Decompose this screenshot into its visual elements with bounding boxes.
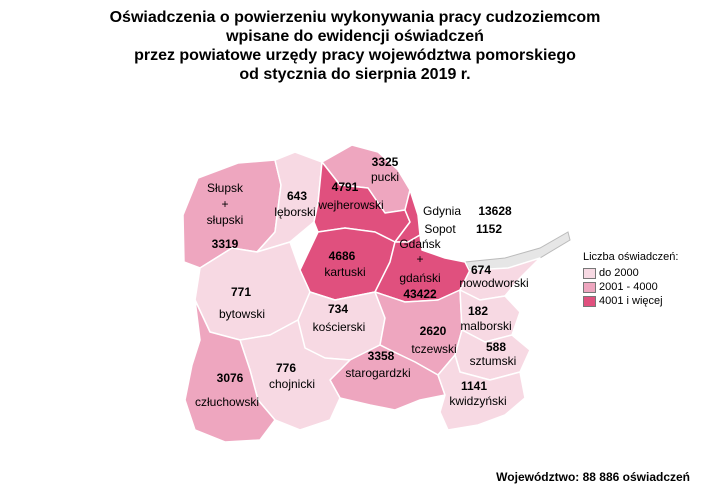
label-pucki-name: pucki: [371, 170, 399, 184]
label-sztumski-value: 588: [486, 340, 506, 354]
label-gdansk-plus: +: [416, 252, 423, 266]
label-nowodworski-value: 674: [471, 263, 491, 277]
label-starogardzki-name: starogardzki: [345, 366, 410, 380]
map-labels: Słupsk + słupski 3319 643 lęborski 3325 …: [195, 155, 529, 409]
legend-item-high: 4001 i więcej: [583, 294, 678, 308]
label-bytowski-name: bytowski: [219, 307, 265, 321]
label-malborski-value: 182: [468, 304, 488, 318]
label-kwidzynski-value: 1141: [461, 379, 487, 393]
title-line-4: od stycznia do sierpnia 2019 r.: [239, 66, 471, 83]
label-wejherowski-value: 4791: [332, 180, 359, 194]
label-malborski-name: malborski: [460, 319, 511, 333]
label-czluchowski-value: 3076: [217, 371, 244, 385]
label-koscierski-value: 734: [328, 302, 348, 316]
label-leborski-name: lęborski: [274, 205, 315, 219]
label-slupsk-plus: +: [221, 197, 228, 211]
label-nowodworski-name: nowodworski: [459, 276, 528, 290]
label-wejherowski-name: wejherowski: [317, 198, 383, 212]
label-pucki-value: 3325: [372, 155, 399, 169]
legend-label-high: 4001 i więcej: [599, 294, 663, 307]
label-koscierski-name: kościerski: [313, 320, 366, 334]
label-tczewski-value: 2620: [420, 324, 447, 338]
label-gdansk-name2: gdański: [399, 271, 440, 285]
legend: Liczba oświadczeń: do 2000 2001 - 4000 4…: [583, 250, 678, 308]
legend-swatch-mid: [583, 281, 596, 293]
label-kartuski-value: 4686: [329, 249, 356, 263]
label-leborski-value: 643: [287, 189, 307, 203]
label-gdynia-name: Gdynia: [423, 204, 461, 218]
label-kartuski-name: kartuski: [324, 265, 365, 279]
legend-swatch-low: [583, 267, 596, 279]
label-bytowski-value: 771: [231, 285, 251, 299]
label-chojnicki-name: chojnicki: [269, 377, 315, 391]
legend-item-mid: 2001 - 4000: [583, 280, 678, 294]
title-line-2: wpisane do ewidencji oświadczeń: [226, 28, 484, 45]
region-czluchowski: [184, 299, 276, 443]
label-gdynia-value: 13628: [478, 204, 512, 218]
label-sztumski-name: sztumski: [470, 354, 517, 368]
label-sopot-value: 1152: [476, 222, 502, 236]
region-kwidzynski: [437, 354, 526, 431]
label-sopot-name: Sopot: [424, 222, 456, 236]
label-starogardzki-value: 3358: [368, 349, 395, 363]
region-leborski: [256, 151, 323, 253]
label-slupsk-name2: słupski: [207, 213, 244, 227]
legend-item-low: do 2000: [583, 266, 678, 280]
label-slupsk-name: Słupsk: [207, 181, 244, 195]
label-gdansk-value: 43422: [403, 287, 437, 301]
label-chojnicki-value: 776: [276, 361, 296, 375]
legend-label-low: do 2000: [599, 266, 639, 279]
label-czluchowski-name: człuchowski: [195, 395, 259, 409]
legend-title: Liczba oświadczeń:: [583, 251, 679, 263]
total-footer: Województwo: 88 886 oświadczeń: [496, 470, 690, 484]
title-line-1: Oświadczenia o powierzeniu wykonywania p…: [109, 9, 601, 26]
label-gdansk-name: Gdańsk: [399, 237, 441, 251]
label-slupsk-value: 3319: [212, 237, 239, 251]
label-kwidzynski-name: kwidzyński: [449, 394, 506, 408]
legend-label-mid: 2001 - 4000: [599, 280, 658, 293]
legend-swatch-high: [583, 295, 596, 307]
title-line-3: przez powiatowe urzędy pracy województwa…: [134, 47, 576, 64]
label-tczewski-name: tczewski: [411, 342, 456, 356]
map-title: Oświadczenia o powierzeniu wykonywania p…: [0, 8, 710, 84]
